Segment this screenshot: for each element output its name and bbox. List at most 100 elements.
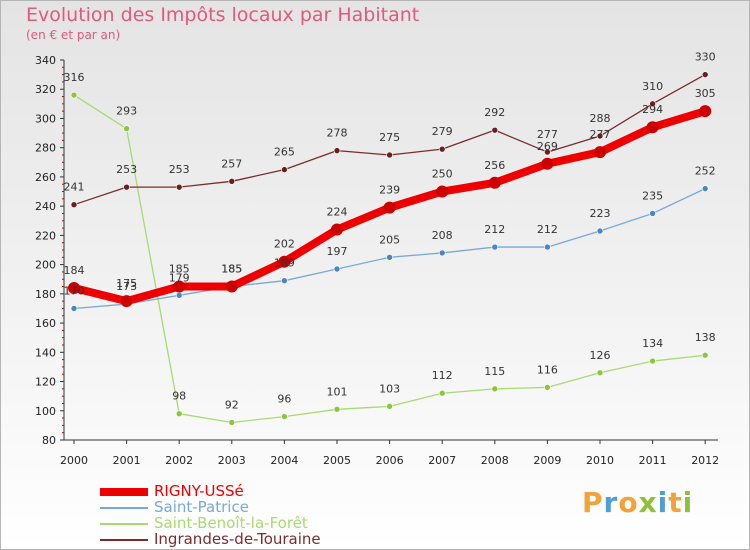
chart-subtitle: (en € et par an) <box>26 28 121 42</box>
data-point <box>699 105 712 118</box>
data-label: 173 <box>116 280 137 293</box>
x-tick-label: 2007 <box>428 454 456 467</box>
data-point <box>594 146 606 159</box>
x-tick-label: 2010 <box>586 454 614 467</box>
data-point <box>488 176 501 189</box>
x-tick-label: 2009 <box>533 454 561 467</box>
data-label: 185 <box>221 263 242 276</box>
y-tick-label: 100 <box>35 405 56 418</box>
legend-swatch <box>100 523 148 525</box>
logo-letter: P <box>582 486 604 519</box>
data-label: 239 <box>379 184 400 197</box>
data-label: 103 <box>379 382 400 395</box>
data-point <box>175 183 183 191</box>
legend-swatch <box>100 507 148 509</box>
logo-letter: i <box>657 486 669 519</box>
legend-swatch <box>100 488 148 496</box>
data-label: 265 <box>274 146 295 159</box>
data-label: 184 <box>64 264 85 277</box>
data-point <box>544 243 551 251</box>
data-point <box>386 403 393 410</box>
data-label: 288 <box>590 112 611 125</box>
x-tick-label: 2000 <box>60 454 88 467</box>
data-point <box>281 413 288 420</box>
y-tick-label: 200 <box>35 259 56 272</box>
legend-label: RIGNY-USSé <box>154 482 244 500</box>
data-label: 175 <box>116 277 137 290</box>
data-point <box>386 151 393 159</box>
data-point <box>544 384 551 391</box>
data-point <box>596 132 604 140</box>
data-point <box>70 91 78 99</box>
data-label: 241 <box>64 181 85 194</box>
logo-letter: t <box>668 486 683 519</box>
data-point <box>701 71 709 78</box>
data-point <box>436 185 449 198</box>
data-label: 277 <box>590 128 611 141</box>
data-label: 202 <box>274 238 295 251</box>
data-label: 208 <box>432 229 453 242</box>
data-point <box>649 210 656 217</box>
data-label: 197 <box>327 245 348 258</box>
data-point <box>281 277 288 284</box>
y-tick-label: 280 <box>35 142 56 155</box>
data-point <box>491 243 499 251</box>
data-point <box>386 254 393 261</box>
x-tick-label: 2005 <box>323 454 351 467</box>
data-label: 252 <box>695 165 716 178</box>
data-point <box>544 148 551 156</box>
data-label: 98 <box>172 390 186 403</box>
data-point <box>120 295 133 308</box>
data-label: 101 <box>327 385 348 398</box>
logo-letter: x <box>638 486 658 519</box>
data-point <box>70 201 78 208</box>
y-tick-label: 340 <box>35 54 56 67</box>
data-label: 92 <box>225 398 239 411</box>
data-label: 253 <box>169 163 190 176</box>
y-tick-label: 240 <box>35 200 56 213</box>
data-label: 212 <box>537 223 558 236</box>
data-label: 189 <box>274 257 295 270</box>
data-point <box>383 201 396 214</box>
data-label: 256 <box>484 159 505 172</box>
data-label: 179 <box>169 271 190 284</box>
legend-label: Ingrandes-de-Touraine <box>154 530 321 548</box>
data-label: 305 <box>695 87 716 100</box>
legend-label: Saint-Benoît-la-Forêt <box>154 514 308 532</box>
data-point <box>491 385 499 393</box>
data-point <box>123 183 130 191</box>
data-label: 96 <box>277 393 291 406</box>
data-point <box>333 147 341 154</box>
y-tick-label: 80 <box>42 434 56 447</box>
data-label: 293 <box>116 105 137 118</box>
data-label: 205 <box>379 233 400 246</box>
x-tick-label: 2002 <box>165 454 193 467</box>
data-label: 185 <box>221 263 242 276</box>
data-label: 138 <box>695 331 716 344</box>
legend-label: Saint-Patrice <box>154 498 249 516</box>
data-label: 294 <box>642 103 663 116</box>
y-tick-label: 120 <box>35 376 56 389</box>
data-point <box>438 389 446 397</box>
data-label: 112 <box>432 369 453 382</box>
x-tick-label: 2004 <box>270 454 298 467</box>
data-point <box>123 125 130 132</box>
data-point <box>596 369 604 377</box>
data-label: 224 <box>327 206 348 219</box>
data-point <box>175 292 183 299</box>
x-tick-label: 2001 <box>113 454 141 467</box>
y-tick-label: 320 <box>35 83 56 96</box>
logo-letter: r <box>603 486 619 519</box>
y-tick-label: 260 <box>35 171 56 184</box>
data-label: 269 <box>537 140 558 153</box>
data-label: 257 <box>221 157 242 170</box>
logo-letter: o <box>618 486 639 519</box>
data-point <box>438 145 446 153</box>
proxiti-logo: Proxiti <box>582 486 693 519</box>
chart-title: Evolution des Impôts locaux par Habitant <box>26 4 420 26</box>
data-label: 310 <box>642 80 663 93</box>
data-label: 235 <box>642 189 663 202</box>
data-label: 126 <box>590 349 611 362</box>
